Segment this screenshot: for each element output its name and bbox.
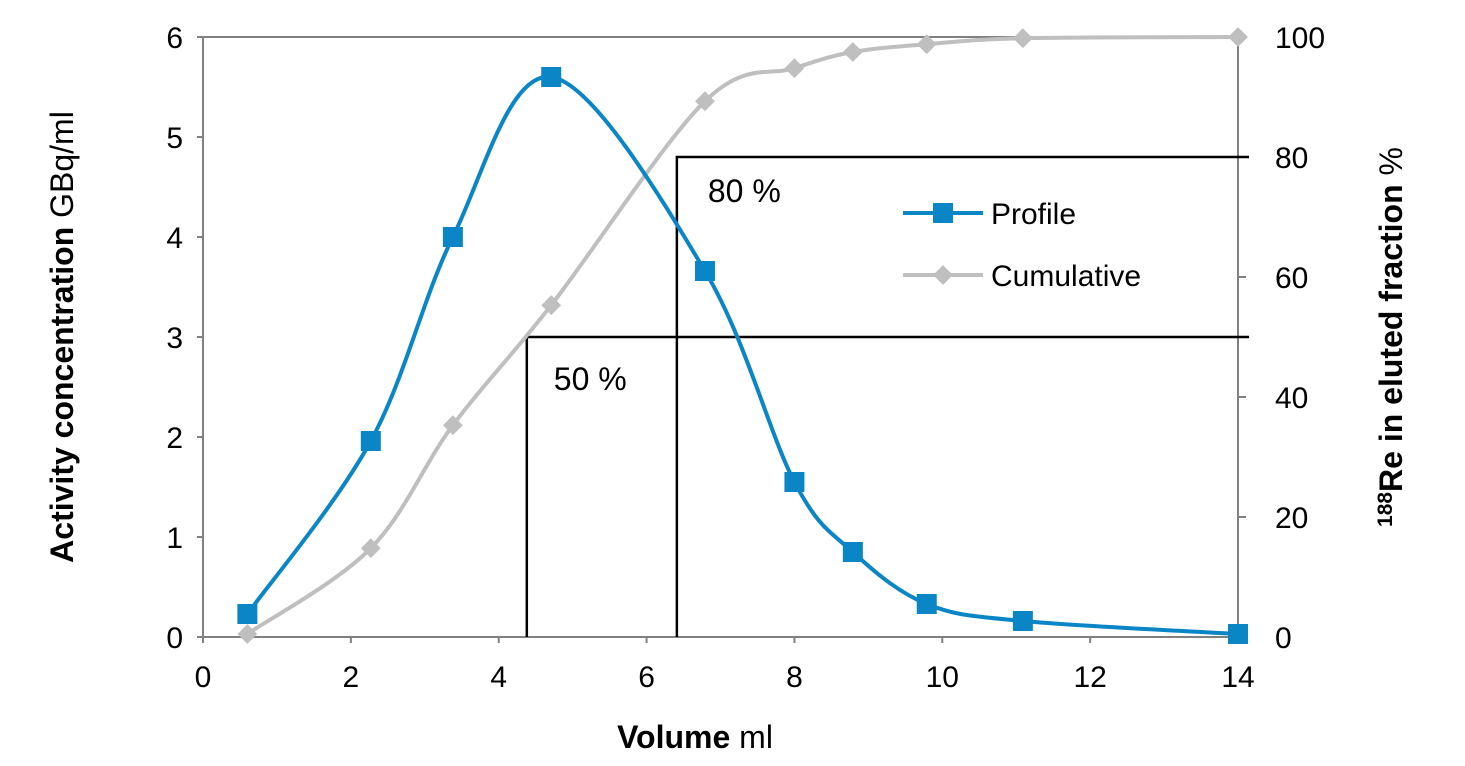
x-tick-label: 10 [926, 661, 959, 694]
profile-point [360, 431, 381, 451]
x-tick-label: 14 [1221, 661, 1254, 694]
profile-point [842, 542, 863, 562]
y-axis-right-title: 188Re in eluted fraction % [1373, 147, 1409, 527]
x-tick-label: 4 [490, 661, 507, 694]
profile-point [1228, 624, 1248, 644]
y-left-tick-label: 5 [166, 122, 183, 155]
profile-point [916, 594, 937, 614]
cumulative-point [1228, 27, 1248, 47]
cumulative-point [360, 538, 381, 559]
y-right-tick-label: 20 [1275, 502, 1308, 535]
annotation-line [675, 155, 1249, 637]
cumulative-line [246, 35, 1239, 636]
y-right-tick-label: 80 [1275, 142, 1308, 175]
x-tick-label: 8 [786, 661, 803, 694]
y-axis-left-title: Activity concentration GBq/ml [44, 111, 80, 563]
cumulative-point [442, 415, 463, 436]
y-left-tick-label: 1 [166, 522, 183, 555]
cumulative-point [784, 58, 805, 79]
y-right-tick-label: 60 [1275, 262, 1308, 295]
profile-line [245, 74, 1239, 636]
x-tick-label: 2 [343, 661, 360, 694]
profile-point [694, 261, 715, 281]
annotation-label: 50 % [554, 361, 627, 397]
cumulative-point [541, 295, 562, 316]
y-right-tick-label: 100 [1275, 22, 1325, 55]
profile-point [541, 67, 562, 87]
profile-point [1012, 611, 1033, 631]
y-left-tick-label: 4 [166, 222, 183, 255]
x-axis-title: Volume ml [617, 719, 773, 755]
legend-profile-marker [933, 203, 953, 223]
annotation-label: 80 % [708, 173, 781, 209]
profile-point [442, 227, 463, 247]
x-tick-label: 0 [195, 661, 212, 694]
y-left-tick-label: 6 [166, 22, 183, 55]
legend-cumulative-label: Cumulative [991, 260, 1141, 293]
y-left-tick-label: 2 [166, 422, 183, 455]
y-left-tick-label: 0 [166, 622, 183, 655]
cumulative-point [842, 42, 863, 62]
y-left-tick-label: 3 [166, 322, 183, 355]
annotation-line [525, 335, 1249, 637]
y-right-tick-label: 0 [1275, 622, 1292, 655]
legend: Profile Cumulative [903, 198, 1141, 293]
x-tick-label: 12 [1073, 661, 1106, 694]
cumulative-point [1012, 28, 1033, 49]
y-right-tick-label: 40 [1275, 382, 1308, 415]
cumulative-point [237, 624, 258, 644]
x-tick-label: 6 [638, 661, 655, 694]
profile-point [237, 604, 258, 624]
legend-cumulative-marker [933, 265, 953, 285]
legend-profile-label: Profile [991, 198, 1076, 231]
profile-point [784, 472, 805, 492]
